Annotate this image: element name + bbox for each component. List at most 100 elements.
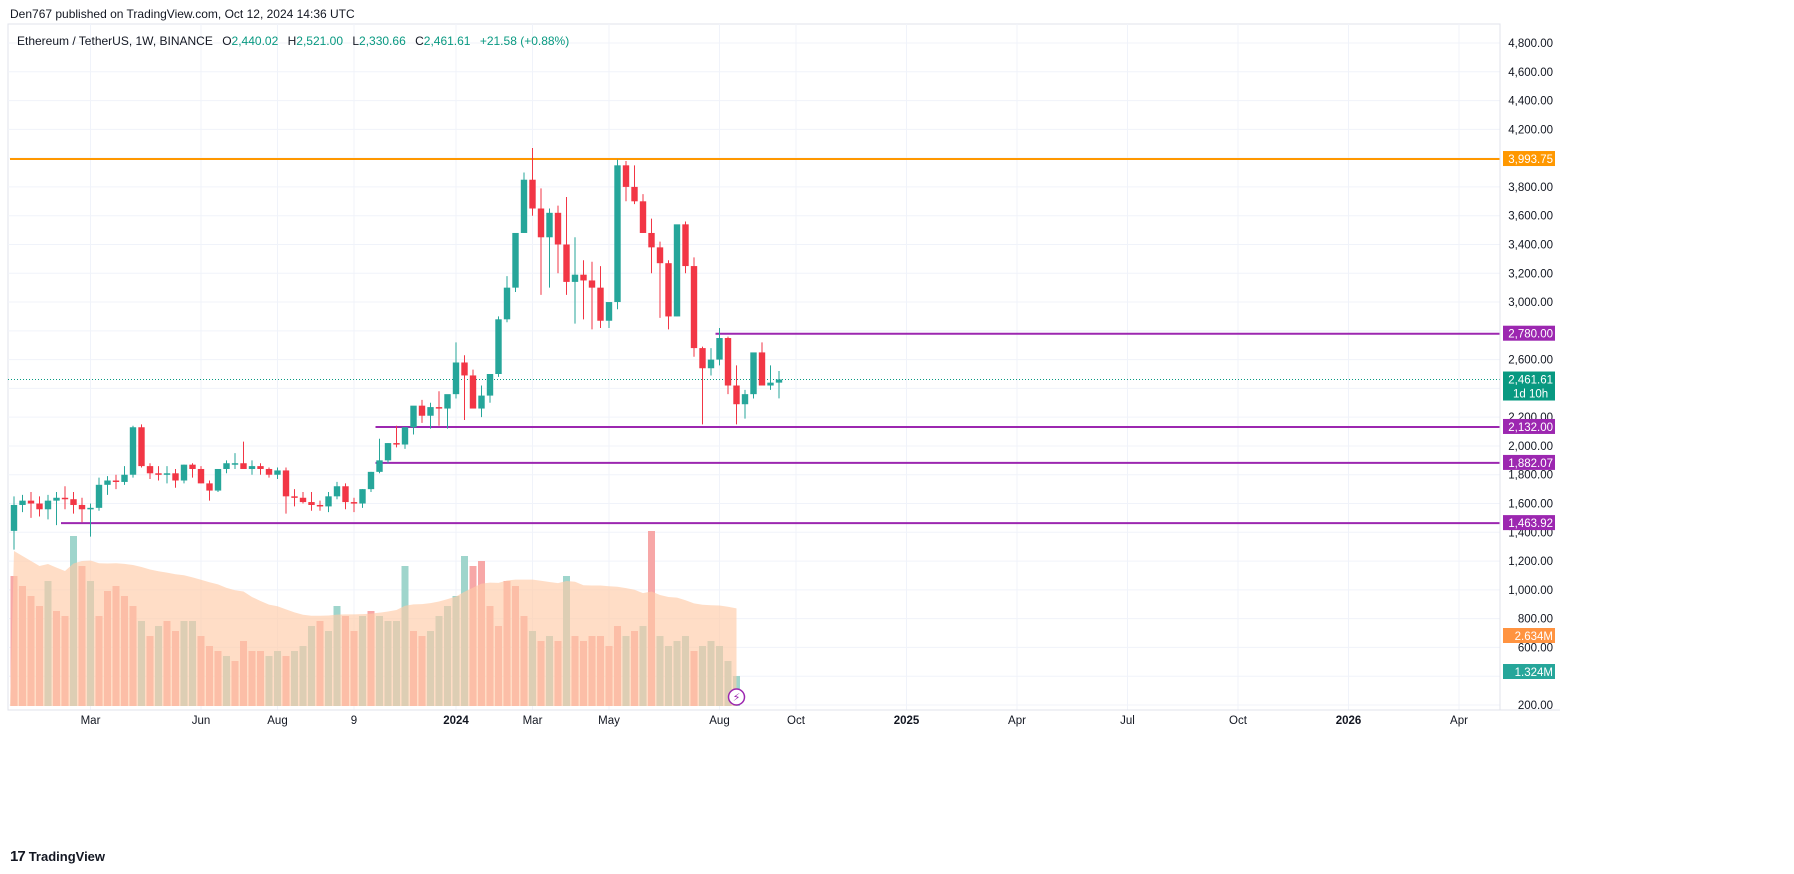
price-tick-label: 3,200.00	[1508, 268, 1553, 280]
high-label: H	[287, 34, 297, 48]
candle-body	[146, 466, 154, 474]
candle-body	[299, 497, 307, 503]
candle-body	[155, 473, 162, 475]
candle-body	[707, 359, 715, 369]
candle-body	[537, 208, 545, 238]
time-tick-label: 2024	[443, 715, 469, 727]
candle-body	[716, 338, 723, 360]
candle-body	[495, 319, 502, 374]
price-tick-label: 4,200.00	[1508, 124, 1553, 136]
candle-body	[750, 352, 757, 395]
candle-body	[291, 496, 298, 498]
high-value: 2,521.00	[296, 34, 343, 48]
candle-body	[605, 302, 613, 321]
candle-body	[44, 500, 52, 510]
candle-body	[342, 486, 349, 503]
candle-body	[622, 165, 630, 187]
candle-body	[486, 374, 494, 396]
volume-current-tag-bg	[1503, 664, 1555, 679]
candle-body	[673, 224, 681, 317]
candle-body	[435, 407, 443, 409]
candle-body	[444, 394, 451, 409]
candle-body	[231, 463, 239, 465]
candle-body	[384, 443, 392, 461]
close-value: 2,461.61	[423, 34, 471, 48]
candle-body	[197, 468, 205, 484]
level-price-tag: 3,993.75	[1508, 154, 1553, 166]
candle-body	[359, 489, 366, 504]
volume-ma-area	[10, 551, 737, 706]
candle-body	[682, 224, 689, 267]
candle-body	[325, 496, 332, 507]
candle-body	[282, 470, 290, 497]
candle-body	[758, 352, 766, 386]
level-price-tag-bg	[1503, 515, 1555, 531]
candle-body	[265, 468, 273, 475]
last-price-tag: 2,461.61	[1508, 375, 1553, 387]
level-price-tag-bg	[1503, 418, 1555, 434]
price-tick-label: 4,600.00	[1508, 67, 1553, 79]
price-axis: 4,800.00 4,600.00 4,400.00 4,200.00 3,800.00…	[1499, 24, 1555, 712]
volume-pane	[10, 531, 740, 706]
candle-body	[53, 497, 60, 501]
candle-body	[206, 483, 213, 491]
price-tick-label: 200.00	[1518, 700, 1553, 712]
candle-body	[376, 460, 383, 472]
price-tick-label: 1,200.00	[1508, 556, 1553, 568]
level-price-tag: 1,463.92	[1508, 518, 1553, 530]
candle-body	[529, 179, 536, 209]
candle-body	[70, 499, 77, 505]
candle-body	[112, 480, 120, 482]
candle-body	[427, 407, 434, 416]
candles: ⚡	[10, 148, 783, 706]
symbol-name: Ethereum / TetherUS, 1W, BINANCE	[17, 34, 213, 48]
candle-body	[563, 244, 570, 282]
candle-body	[699, 348, 706, 369]
candle-body	[95, 484, 103, 508]
time-tick-label: Aug	[709, 715, 729, 727]
volume-current-tag: 1.324M	[1515, 667, 1553, 679]
time-tick-label: Mar	[523, 715, 543, 727]
candle-body	[189, 464, 196, 469]
close-label: C	[415, 34, 424, 48]
last-price-tag-bg	[1503, 371, 1555, 401]
candle-body	[741, 394, 749, 405]
price-tick-label: 600.00	[1518, 642, 1553, 654]
change-value: +21.58 (+0.88%)	[479, 34, 570, 48]
candle-body	[580, 274, 587, 281]
price-tick-label: 1,600.00	[1508, 499, 1553, 511]
price-tick-label: 4,800.00	[1508, 38, 1553, 50]
candle-body	[648, 232, 655, 248]
candle-body	[27, 500, 35, 504]
price-tick-label: 1,000.00	[1508, 585, 1553, 597]
publisher-line: Den767 published on TradingView.com, Oct…	[10, 7, 355, 21]
candle-body	[180, 464, 188, 481]
candle-body	[733, 385, 740, 405]
time-tick-label: Mar	[81, 715, 101, 727]
lightning-icon: ⚡	[727, 688, 746, 706]
candle-body	[240, 463, 247, 469]
level-price-tag-bg	[1503, 151, 1555, 167]
price-tick-label: 4,400.00	[1508, 96, 1553, 108]
price-tick-label: 2,000.00	[1508, 441, 1553, 453]
candle-body	[274, 470, 281, 475]
tradingview-logo[interactable]: 17 TradingView	[10, 848, 105, 865]
candle-body	[588, 280, 596, 288]
candle-body	[257, 466, 264, 469]
candle-body	[129, 427, 137, 475]
time-tick-label: Jun	[192, 715, 211, 727]
candle-body	[554, 212, 562, 245]
price-tick-label: 3,400.00	[1508, 239, 1553, 251]
candle-body	[512, 232, 519, 288]
time-tick-label: Jul	[1120, 715, 1135, 727]
candle-body	[248, 466, 256, 469]
candle-body	[104, 480, 111, 485]
candle-body	[10, 504, 18, 531]
candle-body	[121, 474, 128, 482]
candle-body	[19, 500, 26, 505]
candle-body	[316, 504, 324, 507]
candle-body	[690, 266, 698, 349]
candle-body	[571, 274, 579, 282]
candle-body	[503, 287, 511, 320]
